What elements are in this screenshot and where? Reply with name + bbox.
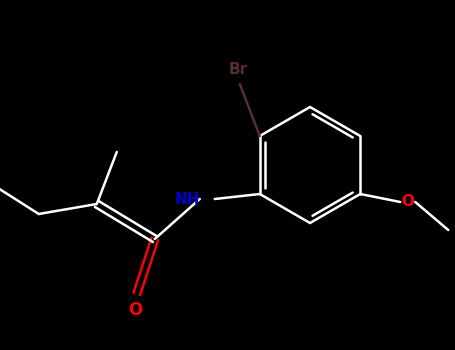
Text: NH: NH: [174, 191, 200, 206]
Text: Br: Br: [228, 63, 248, 77]
Text: O: O: [128, 301, 142, 319]
Text: O: O: [402, 195, 415, 210]
